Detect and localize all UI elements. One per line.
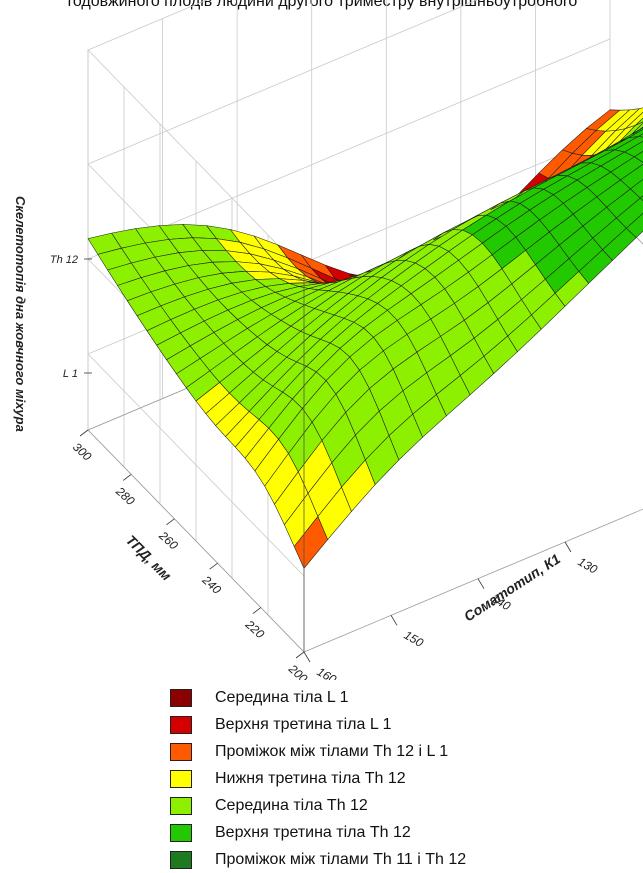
legend-item: Середина тіла Th 12 xyxy=(170,792,466,819)
legend-label: Проміжок між тілами Th 12 і L 1 xyxy=(215,743,448,761)
y-tick-label: 280 xyxy=(112,484,137,509)
legend-item: Нижня третина тіла Th 12 xyxy=(170,765,466,792)
legend-label: Верхня третина тіла Th 12 xyxy=(215,824,411,842)
x-tick xyxy=(478,579,484,589)
y-tick xyxy=(210,563,218,569)
legend: Середина тіла L 1 Верхня третина тіла L 1… xyxy=(170,684,466,873)
legend-item: Проміжок між тілами Th 11 і Th 12 xyxy=(170,846,466,873)
legend-item: Проміжок між тілами Th 12 і L 1 xyxy=(170,738,466,765)
z-tick-label: L 1 xyxy=(63,368,78,380)
y-tick xyxy=(80,430,88,436)
wall-gridline xyxy=(88,0,610,164)
x-tick-label: 160 xyxy=(315,664,340,680)
legend-label: Середина тіла Th 12 xyxy=(215,797,368,815)
x-tick-label: 150 xyxy=(402,628,427,650)
y-tick xyxy=(123,474,131,480)
surface-plot: 100110120130140150160Соматотип, К1200220… xyxy=(0,0,643,680)
response-surface xyxy=(88,56,643,569)
x-tick xyxy=(304,652,310,662)
legend-item: Верхня третина тіла Th 12 xyxy=(170,819,466,846)
y-tick-label: 240 xyxy=(199,572,224,597)
y-tick xyxy=(166,519,174,525)
y-tick xyxy=(253,608,261,614)
y-tick-label: 200 xyxy=(285,661,310,680)
z-tick-label: Th 12 xyxy=(50,254,78,266)
y-tick-label: 220 xyxy=(242,617,267,642)
legend-swatch xyxy=(170,743,192,761)
x-axis-label: Соматотип, К1 xyxy=(461,550,563,624)
x-tick xyxy=(391,615,397,625)
x-tick xyxy=(565,542,571,552)
legend-label: Середина тіла L 1 xyxy=(215,689,349,707)
z-axis-label: Скелетотопія дна жовчного міхура xyxy=(13,196,28,432)
y-tick-label: 260 xyxy=(156,528,181,553)
y-tick xyxy=(296,652,304,658)
legend-label: Нижня третина тіла Th 12 xyxy=(215,770,406,788)
legend-label: Верхня третина тіла L 1 xyxy=(215,716,391,734)
legend-item: Верхня третина тіла L 1 xyxy=(170,711,466,738)
legend-swatch xyxy=(170,824,192,842)
legend-label: Проміжок між тілами Th 11 і Th 12 xyxy=(215,851,466,869)
legend-swatch xyxy=(170,689,192,707)
x-tick-label: 130 xyxy=(576,554,601,576)
legend-swatch xyxy=(170,770,192,788)
legend-swatch xyxy=(170,797,192,815)
legend-swatch xyxy=(170,716,192,734)
legend-item: Середина тіла L 1 xyxy=(170,684,466,711)
y-tick-label: 300 xyxy=(70,440,94,464)
legend-swatch xyxy=(170,851,192,869)
